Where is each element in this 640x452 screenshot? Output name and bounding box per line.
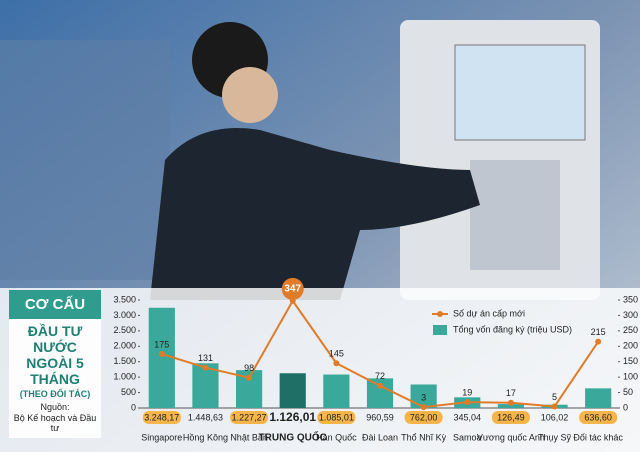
value-label: 3.248,17 xyxy=(144,412,179,422)
machine xyxy=(0,40,170,280)
highlight-badge xyxy=(281,277,304,300)
point-label: 17 xyxy=(506,388,516,398)
line-point xyxy=(464,399,471,406)
line-point xyxy=(551,403,558,410)
value-label: 106,02 xyxy=(541,412,569,422)
worker-face xyxy=(222,67,278,123)
worker xyxy=(150,128,480,300)
line-point xyxy=(420,404,427,411)
y2-tick-label: 200 xyxy=(623,341,638,351)
value-label: 1.126,01 xyxy=(269,410,316,424)
y-tick-label: 1.000 xyxy=(113,372,136,382)
line-point xyxy=(377,382,383,389)
y-tick-label: 0 xyxy=(131,402,136,412)
x-tick-label: TRUNG QUỐC xyxy=(259,430,327,444)
y2-tick-label: 250 xyxy=(623,325,638,335)
value-label-box xyxy=(491,411,530,424)
bar xyxy=(323,374,350,408)
value-label-box xyxy=(230,411,269,424)
y-tick-label: 500 xyxy=(121,387,136,397)
point-label: 19 xyxy=(462,388,472,398)
x-tick-label: Đối tác khác xyxy=(573,432,623,442)
panel-subtitle: (THEO ĐỐI TÁC) xyxy=(19,389,91,399)
value-label-box xyxy=(579,411,618,424)
line-point xyxy=(595,338,602,345)
legend-label: Số dự án cấp mới xyxy=(453,308,525,318)
bar xyxy=(279,373,306,408)
y2-tick-label: 150 xyxy=(623,356,638,366)
bar xyxy=(410,384,437,408)
y2-tick-label: 50 xyxy=(623,387,633,397)
point-label: 145 xyxy=(329,349,344,359)
info-panel: CƠ CẤU ĐẦU TƯ NƯỚC NGOÀI 5 THÁNG (THEO Đ… xyxy=(9,290,101,438)
value-label: 345,04 xyxy=(454,412,482,422)
legend-swatch xyxy=(437,311,443,317)
value-label: 1.448,63 xyxy=(188,412,223,422)
x-tick-label: Samoa xyxy=(453,432,482,442)
x-tick-label: Vương quốc Anh xyxy=(477,432,545,442)
x-tick-label: Thụy Sỹ xyxy=(538,432,572,442)
value-label: 1.227,27 xyxy=(232,412,267,422)
line-point xyxy=(158,351,165,357)
point-label: 175 xyxy=(154,339,169,349)
y2-tick-label: 0 xyxy=(623,402,628,412)
point-label: 347 xyxy=(284,284,301,295)
panel-body: ĐẦU TƯ NƯỚC NGOÀI 5 THÁNG (THEO ĐỐI TÁC)… xyxy=(9,319,101,438)
source-label: Nguồn: xyxy=(40,402,70,412)
y-tick-label: 3.000 xyxy=(113,310,136,320)
x-tick-label: Nhật Bản xyxy=(230,432,268,442)
point-label: 5 xyxy=(552,392,557,402)
point-label: 3 xyxy=(421,392,426,402)
point-label: 98 xyxy=(244,363,254,373)
monitor xyxy=(454,44,586,141)
value-label: 762,00 xyxy=(410,412,438,422)
legend-label: Tổng vốn đăng ký (triệu USD) xyxy=(453,324,572,334)
panel-title: ĐẦU TƯ NƯỚC NGOÀI 5 THÁNG xyxy=(26,323,84,387)
y-tick-label: 3.500 xyxy=(113,294,136,304)
panel-heading: CƠ CẤU xyxy=(9,290,101,319)
x-tick-label: Hồng Kông xyxy=(183,432,228,442)
y2-tick-label: 300 xyxy=(623,310,638,320)
legend-swatch xyxy=(433,325,447,335)
x-tick-label: Hàn Quốc xyxy=(316,432,357,442)
point-label: 72 xyxy=(375,371,385,381)
value-label: 126,49 xyxy=(497,412,525,422)
y2-tick-label: 100 xyxy=(623,372,638,382)
value-label-box xyxy=(142,411,181,424)
bar xyxy=(497,404,524,408)
y-tick-label: 2.500 xyxy=(113,325,136,335)
line-point xyxy=(507,399,514,406)
keypad xyxy=(470,160,560,270)
y2-tick-label: 350 xyxy=(623,294,638,304)
line-point xyxy=(246,374,253,381)
x-tick-label: Đài Loan xyxy=(362,432,398,442)
x-tick-label: Singapore xyxy=(141,432,182,442)
value-label-box xyxy=(317,411,356,424)
chart-backdrop xyxy=(0,288,640,452)
value-label: 960,59 xyxy=(366,412,394,422)
x-tick-label: Thổ Nhĩ Kỳ xyxy=(401,432,447,442)
y-tick-label: 2.000 xyxy=(113,341,136,351)
bar xyxy=(585,388,612,408)
line-point xyxy=(202,364,209,371)
y-tick-label: 1.500 xyxy=(113,356,136,366)
line-point xyxy=(333,360,340,367)
source: Bộ Kế hoạch và Đầu tư xyxy=(13,413,97,433)
bar xyxy=(192,363,219,408)
value-label: 1.085,01 xyxy=(319,412,354,422)
value-label-box xyxy=(404,411,443,424)
point-label: 131 xyxy=(198,353,213,363)
point-label: 215 xyxy=(591,327,606,337)
value-label: 636,60 xyxy=(584,412,612,422)
bar xyxy=(148,307,175,408)
